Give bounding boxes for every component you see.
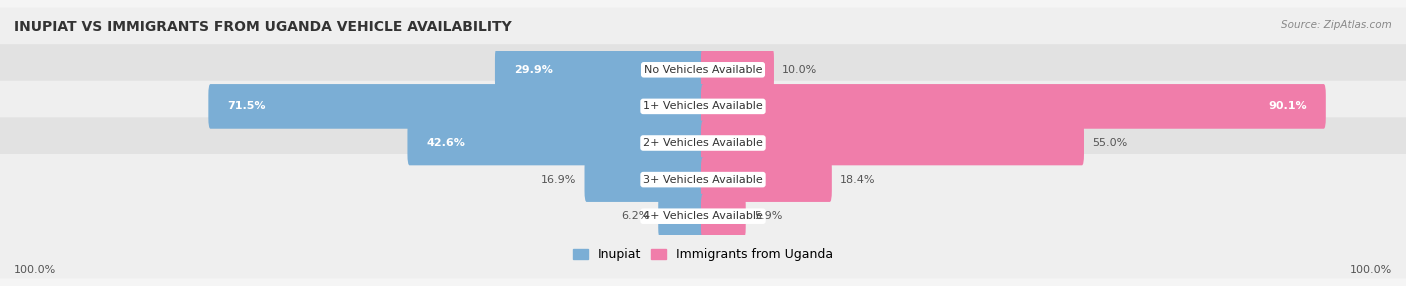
FancyBboxPatch shape <box>585 157 704 202</box>
FancyBboxPatch shape <box>0 81 1406 205</box>
Legend: Inupiat, Immigrants from Uganda: Inupiat, Immigrants from Uganda <box>572 248 834 261</box>
FancyBboxPatch shape <box>495 47 704 92</box>
Text: 18.4%: 18.4% <box>841 175 876 184</box>
Text: No Vehicles Available: No Vehicles Available <box>644 65 762 75</box>
Text: INUPIAT VS IMMIGRANTS FROM UGANDA VEHICLE AVAILABILITY: INUPIAT VS IMMIGRANTS FROM UGANDA VEHICL… <box>14 20 512 34</box>
Text: 100.0%: 100.0% <box>14 265 56 275</box>
Text: 2+ Vehicles Available: 2+ Vehicles Available <box>643 138 763 148</box>
Text: 6.2%: 6.2% <box>621 211 650 221</box>
FancyBboxPatch shape <box>0 44 1406 169</box>
Text: Source: ZipAtlas.com: Source: ZipAtlas.com <box>1281 20 1392 30</box>
Text: 71.5%: 71.5% <box>228 102 266 111</box>
Text: 4+ Vehicles Available: 4+ Vehicles Available <box>643 211 763 221</box>
Text: 42.6%: 42.6% <box>427 138 465 148</box>
Text: 16.9%: 16.9% <box>541 175 576 184</box>
FancyBboxPatch shape <box>658 194 704 239</box>
FancyBboxPatch shape <box>0 154 1406 279</box>
FancyBboxPatch shape <box>408 121 704 165</box>
FancyBboxPatch shape <box>0 117 1406 242</box>
FancyBboxPatch shape <box>0 7 1406 132</box>
FancyBboxPatch shape <box>702 121 1084 165</box>
Text: 90.1%: 90.1% <box>1268 102 1306 111</box>
Text: 3+ Vehicles Available: 3+ Vehicles Available <box>643 175 763 184</box>
Text: 5.9%: 5.9% <box>754 211 782 221</box>
Text: 55.0%: 55.0% <box>1092 138 1128 148</box>
Text: 1+ Vehicles Available: 1+ Vehicles Available <box>643 102 763 111</box>
Text: 10.0%: 10.0% <box>782 65 817 75</box>
Text: 100.0%: 100.0% <box>1350 265 1392 275</box>
FancyBboxPatch shape <box>702 84 1326 129</box>
FancyBboxPatch shape <box>702 47 773 92</box>
FancyBboxPatch shape <box>208 84 704 129</box>
FancyBboxPatch shape <box>702 157 832 202</box>
Text: 29.9%: 29.9% <box>515 65 553 75</box>
FancyBboxPatch shape <box>702 194 745 239</box>
